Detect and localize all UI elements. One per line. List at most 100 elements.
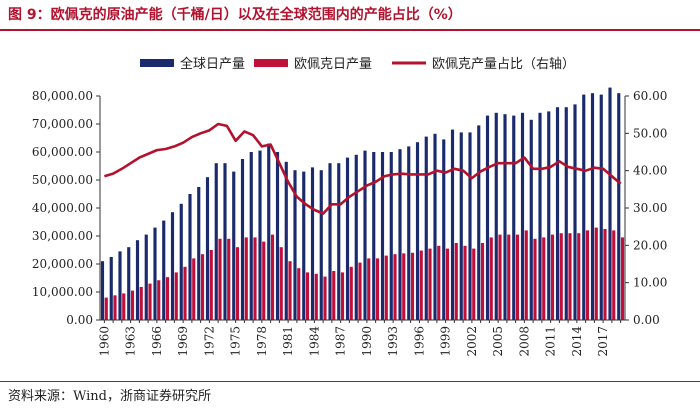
bar-opec-1965 (148, 283, 152, 320)
bar-opec-1964 (139, 286, 143, 320)
x-tick-label: 1996 (412, 326, 426, 357)
bar-global-1997 (424, 136, 428, 320)
bar-global-2003 (477, 125, 481, 321)
bar-opec-1984 (314, 273, 318, 320)
bar-global-2019 (617, 93, 621, 320)
bar-opec-2012 (559, 233, 563, 320)
bar-opec-1969 (183, 266, 187, 320)
bar-global-2006 (503, 114, 507, 320)
legend-label-opec: 欧佩克日产量 (294, 57, 372, 72)
bar-global-1993 (389, 152, 393, 320)
bar-global-1974 (223, 163, 227, 320)
bar-global-1990 (363, 150, 367, 320)
y-left-tick-label: 40,000.00 (32, 201, 93, 215)
bar-opec-1994 (402, 253, 406, 320)
bar-global-1978 (258, 150, 262, 320)
y-right-tick-label: 20.00 (633, 238, 667, 252)
bar-global-2015 (582, 94, 586, 320)
bar-opec-1976 (244, 237, 248, 320)
legend-swatch-global (140, 59, 174, 67)
bar-opec-1999 (445, 248, 450, 320)
x-tick-label: 2017 (596, 326, 610, 357)
bar-opec-2017 (603, 229, 607, 320)
bar-global-2012 (555, 107, 560, 320)
bar-opec-1974 (227, 238, 231, 320)
y-right-tick-label: 10.00 (633, 276, 667, 290)
source-note: 资料来源：Wind，浙商证券研究所 (8, 389, 211, 404)
bar-global-1964 (135, 240, 140, 320)
x-tick-label: 2008 (517, 326, 531, 357)
bar-opec-1980 (279, 247, 283, 320)
x-tick-label: 1969 (176, 326, 190, 357)
bar-opec-1967 (165, 277, 170, 320)
y-left-tick-label: 70,000.00 (32, 117, 93, 131)
bar-opec-1979 (270, 234, 275, 320)
bar-opec-2010 (542, 237, 546, 320)
bar-global-1982 (293, 170, 297, 320)
legend-label-global: 全球日产量 (180, 56, 245, 72)
bar-opec-1966 (157, 280, 161, 320)
bar-opec-2009 (533, 238, 537, 320)
bar-global-2009 (529, 119, 533, 320)
bar-opec-1995 (410, 252, 415, 320)
bar-global-2011 (547, 111, 551, 321)
bar-global-1983 (302, 171, 306, 320)
x-tick-label: 1972 (202, 326, 216, 357)
bar-global-1979 (267, 143, 271, 320)
bar-opec-1971 (200, 254, 205, 320)
bar-opec-2016 (594, 227, 598, 320)
bar-opec-1990 (367, 258, 371, 320)
bar-global-1980 (275, 152, 280, 320)
x-tick-label: 2002 (465, 326, 479, 357)
bar-global-1975 (232, 171, 236, 320)
title-rule (0, 29, 700, 31)
bar-global-1976 (240, 159, 245, 320)
legend-label-share: 欧佩克产量占比（右轴） (432, 57, 575, 72)
bar-global-1999 (442, 139, 446, 320)
y-right-tick-label: 40.00 (633, 164, 667, 178)
bar-opec-1985 (323, 276, 327, 320)
bar-opec-1982 (297, 268, 301, 320)
bar-global-2017 (599, 94, 603, 320)
bar-global-2018 (608, 87, 612, 320)
bar-global-2014 (573, 104, 577, 321)
y-left-tick-label: 50,000.00 (32, 173, 93, 187)
bar-opec-1998 (437, 245, 441, 320)
bar-opec-2015 (585, 230, 590, 320)
bar-global-2008 (520, 112, 525, 320)
y-left-tick-label: 30,000.00 (32, 229, 93, 243)
bar-opec-1960 (104, 297, 108, 320)
bar-opec-1972 (209, 250, 213, 320)
bar-opec-1992 (384, 255, 388, 320)
bar-global-1968 (170, 212, 175, 320)
bar-opec-1981 (288, 261, 292, 320)
bar-opec-2006 (507, 234, 511, 320)
bar-opec-2019 (620, 237, 625, 320)
bar-opec-1970 (192, 258, 196, 320)
bar-global-2013 (564, 107, 568, 320)
bar-opec-2018 (612, 230, 616, 320)
bar-opec-1989 (358, 262, 362, 320)
bar-opec-1973 (218, 238, 222, 320)
bar-opec-1988 (349, 266, 353, 320)
x-tick-label: 1999 (439, 326, 453, 357)
bar-global-2005 (494, 112, 498, 320)
bar-opec-1991 (375, 258, 380, 320)
bar-global-2001 (459, 132, 463, 320)
bar-opec-2008 (524, 230, 528, 320)
bar-opec-1968 (174, 272, 178, 320)
bar-global-1966 (153, 227, 157, 320)
bar-opec-1986 (332, 271, 336, 320)
x-tick-label: 2011 (544, 326, 558, 357)
bar-global-1988 (345, 157, 350, 320)
bar-global-1994 (398, 149, 402, 320)
legend-swatch-opec (254, 59, 288, 67)
bar-global-1984 (310, 167, 315, 320)
bar-global-1962 (118, 251, 122, 320)
bar-global-1992 (380, 152, 385, 320)
bar-global-1995 (407, 146, 411, 320)
bar-global-2002 (468, 132, 472, 320)
figure-title: 图 9：欧佩克的原油产能（千桶/日）以及在全球范围内的产能占比（%） (8, 7, 462, 23)
bar-opec-2005 (498, 234, 502, 320)
y-right-tick-label: 60.00 (633, 89, 667, 103)
